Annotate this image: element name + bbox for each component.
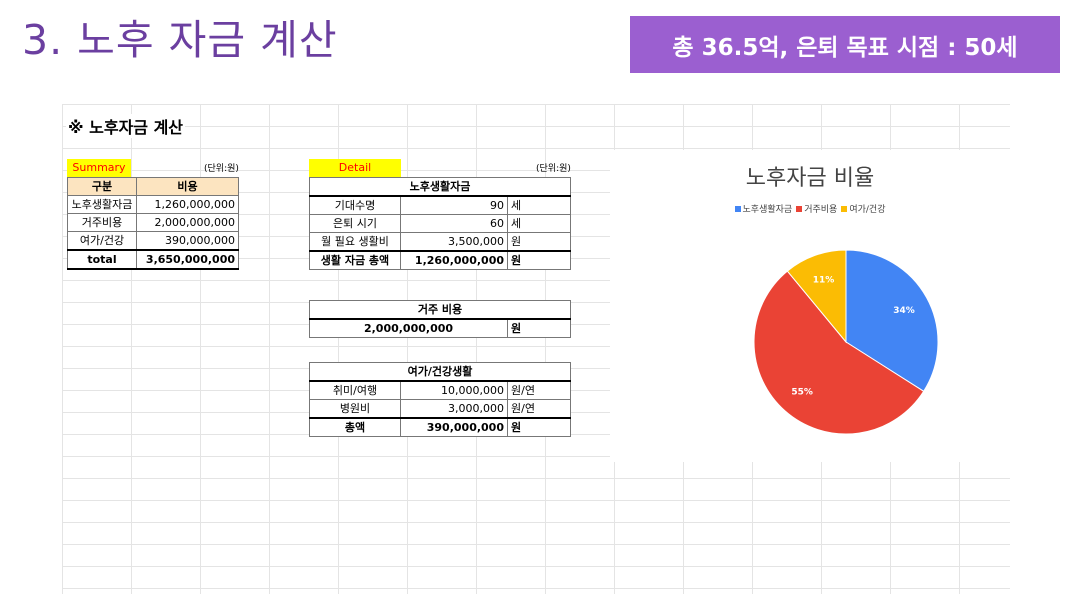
housing-cost-title: 거주 비용 — [309, 300, 571, 320]
table-row: 취미/여행 10,000,000 원/연 — [309, 380, 571, 400]
legend-item: 노후생활자금 — [734, 202, 793, 215]
legend-label: 거주비용 — [804, 205, 838, 215]
housing-cost-table: 거주 비용 2,000,000,000 원 — [309, 300, 571, 338]
leisure-unit: 원/연 — [507, 399, 571, 419]
housing-cost-unit: 원 — [507, 318, 571, 338]
detail-tag: Detail — [309, 159, 401, 177]
table-row: 생활 자금 총액 1,260,000,000 원 — [309, 250, 571, 270]
legend-swatch — [796, 205, 803, 212]
table-row: total 3,650,000,000 — [67, 249, 239, 270]
leisure-value: 3,000,000 — [400, 399, 508, 419]
living-total-value: 1,260,000,000 — [400, 250, 508, 270]
living-expense-table: 노후생활자금 기대수명 90 세 은퇴 시기 60 세 월 필요 생활비 3,5… — [309, 177, 571, 270]
summary-label: 여가/건강 — [67, 231, 137, 251]
pie-svg: 34% 55% 11% — [753, 249, 939, 435]
living-label: 월 필요 생활비 — [309, 232, 401, 252]
leisure-unit: 원/연 — [507, 380, 571, 400]
pie-chart: 노후자금 비율 노후생활자금 거주비용 여가/건강 34% 55% 11% — [610, 150, 1010, 462]
table-row: 은퇴 시기 60 세 — [309, 214, 571, 233]
summary-tag: Summary — [67, 159, 131, 177]
table-row: 월 필요 생활비 3,500,000 원 — [309, 232, 571, 252]
pie-slice — [786, 249, 847, 344]
living-unit: 세 — [507, 214, 571, 233]
summary-value: 390,000,000 — [136, 231, 239, 251]
table-row: 노후생활자금 1,260,000,000 — [67, 195, 239, 214]
housing-cost-value: 2,000,000,000 — [309, 318, 508, 338]
leisure-label: 취미/여행 — [309, 380, 401, 400]
summary-total-value: 3,650,000,000 — [136, 249, 239, 270]
living-total-label: 생활 자금 총액 — [309, 250, 401, 270]
living-unit: 세 — [507, 195, 571, 215]
summary-table: 구분 비용 노후생활자금 1,260,000,000 거주비용 2,000,00… — [67, 177, 239, 270]
living-value: 60 — [400, 214, 508, 233]
pie-slice-label: 55% — [791, 388, 813, 398]
chart-legend: 노후생활자금 거주비용 여가/건강 — [610, 202, 1010, 215]
detail-unit: (단위:원) — [536, 164, 571, 174]
table-row: 병원비 3,000,000 원/연 — [309, 399, 571, 419]
summary-header-cost: 비용 — [136, 177, 239, 196]
legend-item: 여가/건강 — [841, 202, 885, 215]
leisure-health-table: 여가/건강생활 취미/여행 10,000,000 원/연 병원비 3,000,0… — [309, 362, 571, 437]
summary-banner: 총 36.5억, 은퇴 목표 시점 : 50세 — [630, 16, 1060, 73]
living-unit: 원 — [507, 232, 571, 252]
legend-swatch — [841, 205, 848, 212]
living-total-unit: 원 — [507, 250, 571, 270]
legend-swatch — [734, 205, 741, 212]
living-label: 기대수명 — [309, 195, 401, 215]
legend-item: 거주비용 — [796, 202, 837, 215]
leisure-label: 병원비 — [309, 399, 401, 419]
summary-header-category: 구분 — [67, 177, 137, 196]
living-label: 은퇴 시기 — [309, 214, 401, 233]
living-value: 90 — [400, 195, 508, 215]
pie-slice — [845, 249, 939, 392]
legend-label: 노후생활자금 — [742, 205, 793, 215]
summary-label: 거주비용 — [67, 213, 137, 232]
leisure-value: 10,000,000 — [400, 380, 508, 400]
legend-label: 여가/건강 — [849, 205, 886, 215]
sheet-heading: ※ 노후자금 계산 — [66, 114, 186, 138]
leisure-total-label: 총액 — [309, 417, 401, 437]
table-row: 총액 390,000,000 원 — [309, 417, 571, 437]
pie-slice-label: 34% — [893, 306, 915, 316]
table-row: 거주비용 2,000,000,000 — [67, 213, 239, 232]
leisure-health-title: 여가/건강생활 — [309, 362, 571, 382]
summary-value: 2,000,000,000 — [136, 213, 239, 232]
living-value: 3,500,000 — [400, 232, 508, 252]
summary-value: 1,260,000,000 — [136, 195, 239, 214]
living-expense-title: 노후생활자금 — [309, 177, 571, 197]
summary-label: 노후생활자금 — [67, 195, 137, 214]
leisure-total-value: 390,000,000 — [400, 417, 508, 437]
table-row: 2,000,000,000 원 — [309, 318, 571, 338]
pie-slice — [753, 270, 925, 435]
summary-total-label: total — [67, 249, 137, 270]
leisure-total-unit: 원 — [507, 417, 571, 437]
table-row: 기대수명 90 세 — [309, 195, 571, 215]
spreadsheet-grid: ※ 노후자금 계산 Summary (단위:원) 구분 비용 노후생활자금 1,… — [62, 104, 1010, 594]
pie-slice-label: 11% — [813, 276, 835, 286]
summary-unit: (단위:원) — [204, 164, 239, 174]
slide-title: 3. 노후 자금 계산 — [22, 16, 338, 64]
chart-title: 노후자금 비율 — [745, 166, 875, 191]
table-row: 여가/건강 390,000,000 — [67, 231, 239, 251]
